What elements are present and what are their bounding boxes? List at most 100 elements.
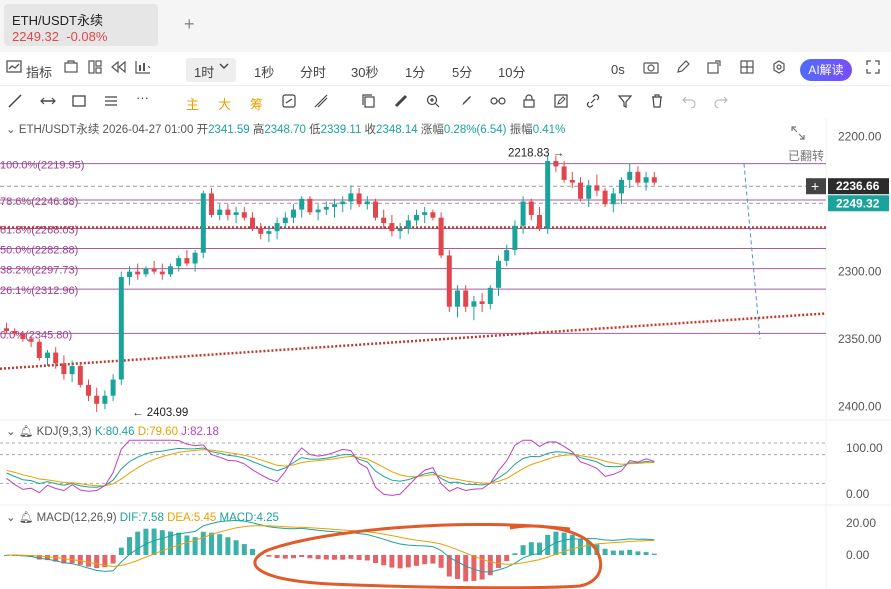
magnet-icon[interactable] — [490, 94, 506, 111]
indicator-button[interactable]: 指标 — [26, 65, 53, 80]
candle-body — [627, 171, 633, 180]
horizontal-line-icon[interactable] — [40, 94, 56, 111]
sync-icon[interactable] — [282, 94, 296, 111]
macd-histogram-bar — [504, 555, 510, 562]
low-marker-label: ← 2403.99 — [132, 407, 188, 419]
candle-body — [332, 204, 337, 207]
collapse-icon[interactable]: ⌄ — [6, 124, 16, 136]
zoom-in-icon[interactable] — [426, 94, 440, 111]
popout-icon[interactable] — [707, 60, 721, 77]
macd-histogram-bar — [69, 555, 75, 564]
undo-icon[interactable] — [682, 94, 696, 111]
trendline-icon[interactable] — [8, 94, 22, 111]
measure-icon[interactable] — [314, 94, 328, 111]
chip-distribution-button[interactable]: 筹 — [250, 97, 264, 112]
kdj-axis-label: 100.00 — [846, 441, 883, 455]
candle-body — [602, 190, 608, 205]
macd-histogram-bar — [635, 551, 641, 555]
candle-body — [176, 258, 182, 267]
chart-area[interactable]: 2200.002250.002300.002350.002400.00100.0… — [0, 118, 891, 589]
replay-icon[interactable] — [110, 60, 126, 77]
kdj-d-value: D:79.60 — [137, 426, 178, 438]
collapse-icon[interactable]: ⌄ — [6, 426, 16, 438]
parallel-lines-icon[interactable] — [104, 94, 118, 111]
fib-level-label: 50.0%(2282.88) — [0, 245, 78, 257]
candle-body — [192, 252, 198, 264]
timeframe-30s[interactable]: 30秒 — [351, 65, 379, 80]
edit-icon[interactable] — [554, 94, 568, 111]
pencil-icon[interactable] — [676, 60, 690, 77]
candle-body — [94, 395, 100, 404]
candle-body — [479, 301, 485, 304]
brush-icon[interactable] — [458, 94, 472, 111]
grid-icon[interactable] — [740, 60, 754, 77]
bell-icon[interactable]: 🔔︎ — [18, 512, 34, 524]
bell-icon[interactable]: 🔔︎ — [18, 426, 34, 438]
candle-body — [282, 217, 288, 224]
candle-body — [250, 217, 255, 229]
candle-body — [438, 217, 444, 256]
candle-body — [307, 198, 313, 213]
candle-body — [651, 177, 657, 183]
macd-histogram-bar — [619, 550, 624, 555]
collapse-icon[interactable]: ⌄ — [6, 512, 16, 524]
candle-body — [397, 228, 403, 232]
candle-body — [487, 287, 493, 304]
timeframe-1m[interactable]: 1分 — [405, 65, 426, 80]
candle-body — [127, 271, 132, 278]
macd-histogram-bar — [233, 540, 239, 555]
candle-body — [266, 231, 272, 234]
macd-histogram-bar — [455, 555, 460, 579]
fib-level-label: 78.6%(2246.88) — [0, 196, 78, 208]
chevron-down-icon[interactable] — [218, 60, 230, 75]
low-value: 2339.11 — [320, 124, 362, 136]
macd-histogram-bar — [446, 555, 452, 577]
settings-icon[interactable] — [772, 60, 786, 77]
rectangle-icon[interactable] — [72, 94, 86, 111]
lock-icon[interactable] — [522, 94, 536, 111]
ai-analysis-button[interactable]: AI解读 — [800, 59, 852, 81]
big-order-button[interactable]: 大 — [218, 97, 232, 112]
candle-body — [225, 209, 231, 215]
copy-icon[interactable] — [362, 94, 376, 111]
candle-body — [405, 220, 411, 229]
layout-icon[interactable] — [88, 60, 102, 77]
redo-icon[interactable] — [714, 94, 728, 111]
candle-body — [159, 271, 165, 275]
template-icon[interactable] — [64, 60, 78, 77]
candle-body — [291, 209, 296, 218]
candle-body — [299, 198, 305, 210]
macd-dif-line — [6, 519, 655, 573]
more-tools-icon[interactable]: ··· — [136, 90, 149, 105]
candle-body — [86, 384, 91, 396]
timeframe-1h[interactable]: 1时 — [194, 65, 215, 80]
link-icon[interactable] — [586, 94, 600, 111]
flip-label[interactable]: 已翻转 — [788, 149, 825, 163]
indicator-icon[interactable] — [6, 59, 22, 78]
macd-histogram-bar — [627, 549, 633, 555]
candle-body — [323, 206, 329, 210]
filter-icon[interactable] — [617, 94, 633, 111]
change-value: 0.28%(6.54) — [443, 124, 507, 136]
chart-type-icon[interactable] — [134, 60, 152, 77]
symbol-tab[interactable]: ETH/USDT永续 2249.32 -0.08% — [4, 4, 158, 46]
open-value: 2341.59 — [208, 124, 250, 136]
timeframe-line[interactable]: 分时 — [300, 65, 327, 80]
timeframe-5m[interactable]: 5分 — [452, 65, 473, 80]
main-indicator-button[interactable]: 主 — [186, 97, 200, 112]
camera-icon[interactable] — [643, 60, 659, 77]
fullscreen-icon[interactable] — [791, 126, 805, 140]
current-price-tag-bg — [828, 195, 889, 212]
macd-histogram-bar — [389, 555, 395, 568]
candle-body — [356, 193, 362, 205]
timeframe-10m[interactable]: 10分 — [498, 65, 526, 80]
macd-histogram-bar — [414, 555, 419, 566]
candle-body — [110, 379, 116, 396]
add-tab-button[interactable]: + — [184, 14, 195, 34]
ruler-icon[interactable] — [394, 94, 408, 111]
macd-histogram-bar — [545, 534, 551, 555]
candle-body — [643, 177, 649, 183]
trash-icon[interactable] — [650, 94, 664, 111]
expand-icon[interactable] — [866, 60, 880, 77]
timeframe-1s[interactable]: 1秒 — [254, 65, 275, 80]
